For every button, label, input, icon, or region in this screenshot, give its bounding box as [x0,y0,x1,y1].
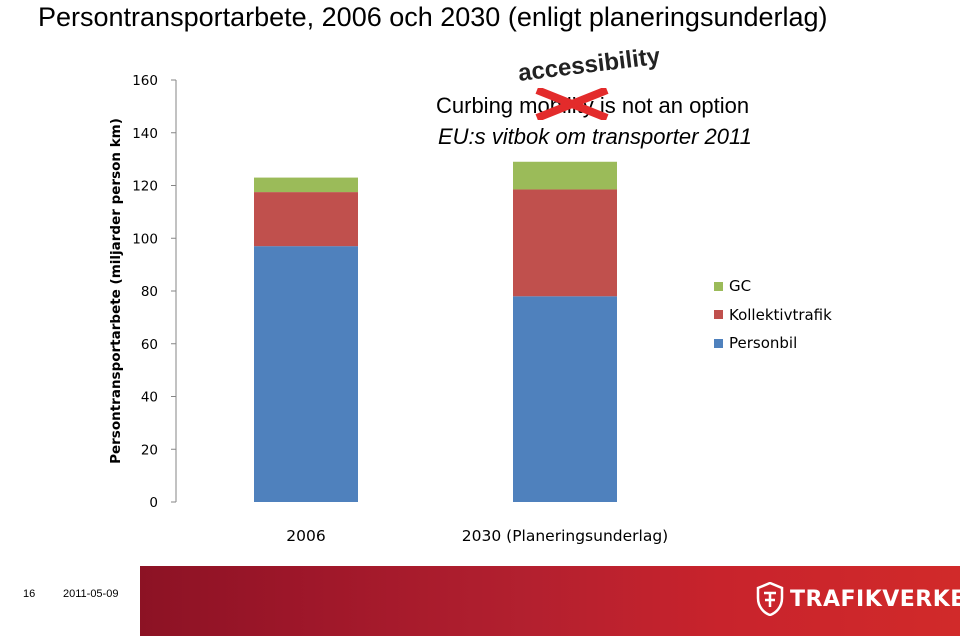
footer-info: 16 2011-05-09 [0,566,140,636]
footer-band: 16 2011-05-09 TRAFIKVERKET [0,566,960,636]
brand-name: TRAFIKVERKET [790,586,960,612]
slide-number: 16 [23,588,36,600]
trafikverket-logo-icon [756,582,784,616]
stacked-bar-chart: 0 20 40 60 80 100 120 140 160 2006 2030 (Planerin… [108,73,668,545]
legend-item: Personbil [714,329,832,358]
legend-label: Personbil [729,334,798,353]
bar-kollektivtrafik-1 [254,192,358,247]
y-tick-label: 0 [149,495,158,511]
legend-label: GC [729,277,752,296]
y-axis: 0 20 40 60 80 100 120 140 160 [132,73,177,511]
y-tick-label: 140 [132,126,158,142]
y-tick-label: 40 [141,390,158,406]
bar-gc-2 [513,161,617,190]
bars [254,161,617,502]
bar-gc-1 [254,177,358,193]
slide-date: 2011-05-09 [63,588,119,600]
legend-item: Kollektivtrafik [714,301,832,330]
y-tick-label: 60 [141,337,158,353]
x-axis: 2006 2030 (Planeringsunderlag) [286,527,668,545]
y-tick-label: 100 [132,231,158,247]
x-category-label: 2030 (Planeringsunderlag) [462,527,668,545]
y-tick-label: 160 [132,73,158,89]
x-category-label: 2006 [286,527,325,545]
bar-kollektivtrafik-2 [513,189,617,297]
bar-personbil-2 [513,296,617,502]
legend: GC Kollektivtrafik Personbil [714,272,832,358]
legend-swatch [714,310,723,320]
annotation-line-2: EU:s vitbok om transporter 2011 [438,124,752,149]
slide-title: Persontransportarbete, 2006 och 2030 (en… [38,2,828,32]
y-tick-label: 120 [132,179,158,195]
legend-swatch [714,281,723,291]
brand-logo: TRAFIKVERKET [756,582,960,616]
legend-swatch [714,338,723,348]
legend-label: Kollektivtrafik [729,305,832,324]
y-tick-label: 80 [141,284,158,300]
strike-cross-icon [535,88,609,120]
y-tick-label: 20 [141,442,158,458]
y-axis-label: Persontransportarbete (miljarder person … [108,118,124,464]
bar-personbil-1 [254,246,358,502]
legend-item: GC [714,272,832,301]
